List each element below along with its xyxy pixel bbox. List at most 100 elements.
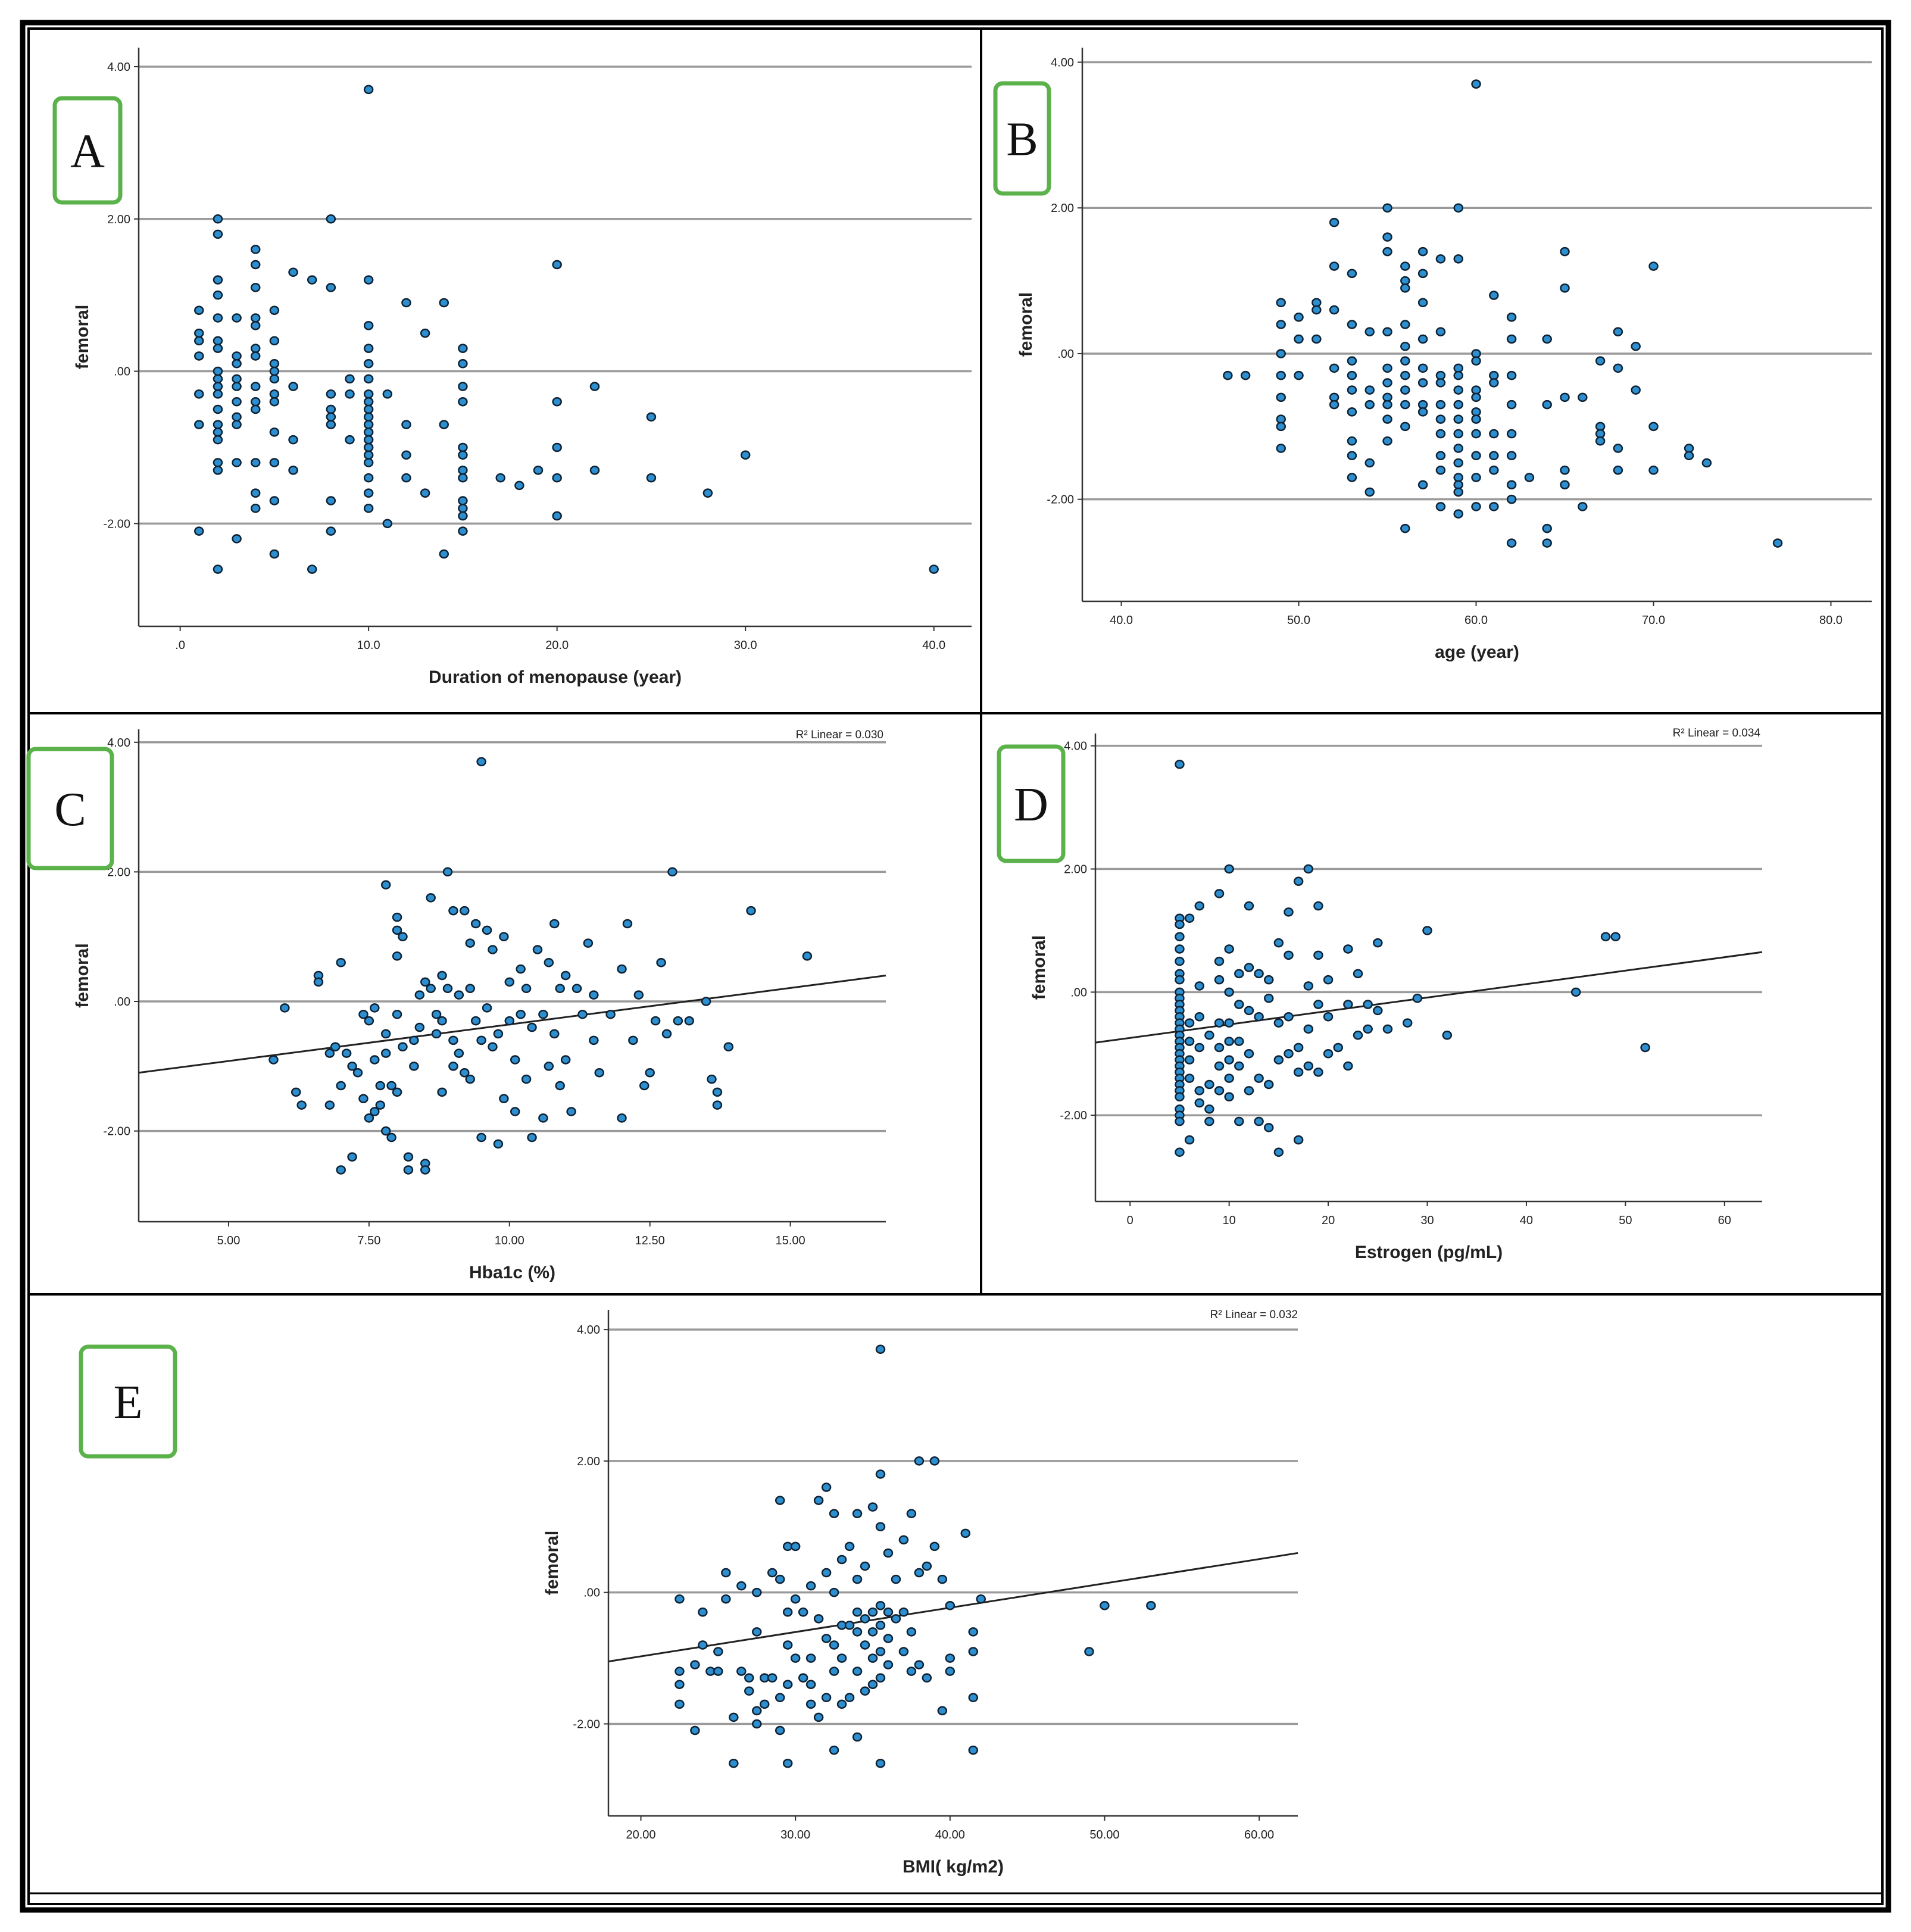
panel-label: B (1006, 114, 1038, 166)
data-point (968, 1745, 979, 1755)
x-tick-label: 40.0 (922, 639, 945, 652)
x-tick-label: 5.00 (217, 1234, 241, 1247)
data-point (326, 404, 336, 414)
data-point (1194, 1043, 1204, 1053)
data-point (458, 466, 468, 475)
panel-d: 4.00 2.00 .00 -2.00 0 10 20 30 40 50 60 Estrogen (p… (997, 727, 1763, 1262)
data-point (552, 260, 562, 270)
data-point (860, 1614, 870, 1624)
data-point (414, 1022, 425, 1032)
data-point (560, 970, 571, 981)
data-point (1175, 975, 1185, 985)
data-point (1100, 1601, 1110, 1610)
data-point (1244, 1006, 1254, 1016)
data-point (269, 336, 280, 346)
data-point (420, 488, 430, 498)
y-tick-label: -2.00 (103, 517, 130, 530)
data-point (1323, 1049, 1334, 1059)
data-point (527, 1022, 537, 1032)
data-point (250, 397, 261, 407)
data-point (458, 504, 468, 513)
y-tick-label: .00 (1057, 348, 1074, 361)
x-tick-label: 80.0 (1819, 614, 1843, 627)
data-point (1640, 1043, 1650, 1053)
data-point (437, 1016, 447, 1026)
data-point (538, 1010, 548, 1019)
data-point (363, 321, 374, 330)
data-point (1284, 1012, 1294, 1022)
x-tick-label: 20 (1322, 1214, 1335, 1227)
data-point (363, 504, 374, 513)
data-point (442, 984, 453, 994)
data-point (1453, 385, 1463, 395)
data-point (1175, 1116, 1185, 1126)
data-point (380, 1126, 391, 1136)
data-point (1417, 298, 1428, 308)
data-point (1254, 1116, 1264, 1126)
data-point (510, 1107, 520, 1116)
data-point (1506, 313, 1517, 322)
data-point (628, 1035, 638, 1045)
data-point (213, 344, 223, 353)
data-point (269, 549, 280, 559)
data-point (392, 1087, 402, 1097)
data-point (875, 1673, 886, 1683)
data-point (860, 1561, 870, 1571)
x-axis-title: BMI( kg/m2) (903, 1857, 1004, 1877)
data-point (1329, 363, 1339, 373)
data-point (269, 427, 280, 437)
data-point (1400, 370, 1410, 380)
data-point (1329, 261, 1339, 271)
data-point (439, 298, 449, 308)
data-point (250, 245, 261, 254)
panel-label-box (993, 81, 1051, 196)
data-point (1224, 1092, 1234, 1101)
data-point (821, 1482, 832, 1492)
data-point (386, 1081, 396, 1091)
x-tick-label: 60.0 (1465, 614, 1488, 627)
data-point (712, 1087, 723, 1097)
data-point (1303, 981, 1314, 991)
data-point (403, 1152, 414, 1162)
data-point (1333, 1043, 1343, 1053)
data-point (1471, 429, 1481, 439)
data-point (1293, 1135, 1304, 1145)
data-point (1542, 334, 1552, 344)
data-point (1284, 950, 1294, 960)
data-point (1453, 458, 1463, 468)
data-point (922, 1561, 932, 1571)
data-point (1506, 480, 1517, 489)
data-point (1303, 864, 1314, 874)
data-point (250, 321, 261, 330)
data-point (1382, 203, 1392, 213)
data-point (1442, 1031, 1453, 1040)
x-tick-label: 12.50 (635, 1234, 665, 1247)
data-point (740, 450, 751, 460)
data-point (1595, 356, 1606, 366)
data-point (1506, 370, 1517, 380)
data-point (1422, 926, 1432, 935)
data-point (1214, 1018, 1225, 1028)
data-point (1224, 987, 1234, 997)
data-point (1613, 465, 1623, 475)
data-point (1382, 246, 1392, 257)
data-point (1400, 261, 1410, 271)
data-point (1284, 907, 1294, 917)
x-tick-label: 10.0 (357, 639, 380, 652)
data-point (232, 382, 242, 391)
data-point (656, 957, 666, 967)
data-point (533, 466, 544, 475)
data-point (1204, 1031, 1214, 1040)
data-point (1214, 1086, 1225, 1095)
panel-label: D (1014, 779, 1048, 831)
data-point (232, 313, 242, 323)
data-point (805, 1581, 816, 1591)
data-point (1329, 399, 1339, 410)
data-point (330, 1042, 341, 1051)
data-point (250, 283, 261, 292)
data-point (782, 1608, 793, 1617)
data-point (1364, 487, 1375, 497)
data-point (1417, 363, 1428, 373)
data-point (364, 1113, 374, 1123)
r2-label: R² Linear = 0.032 (1210, 1309, 1298, 1321)
